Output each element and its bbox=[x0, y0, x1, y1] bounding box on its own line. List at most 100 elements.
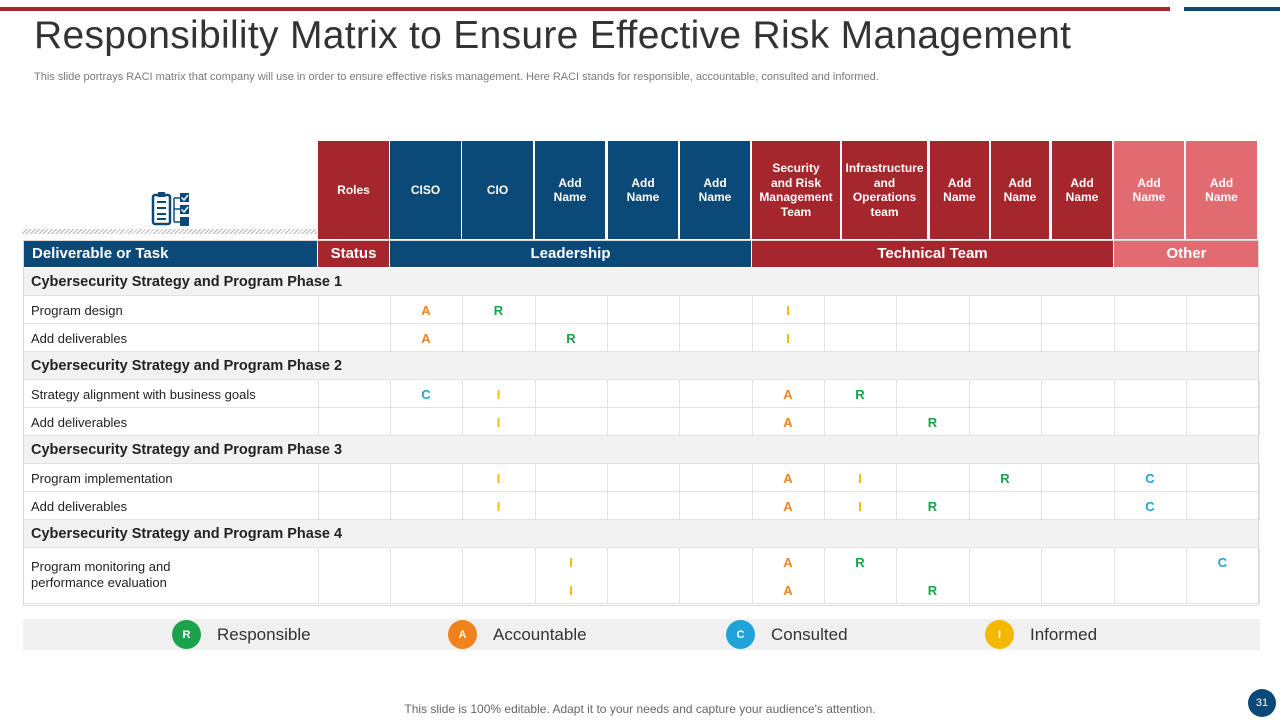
task-label: Add deliverables bbox=[31, 498, 128, 514]
legend-item: R Responsible bbox=[172, 619, 311, 650]
grid-line bbox=[969, 324, 970, 352]
phase-title: Cybersecurity Strategy and Program Phase… bbox=[31, 358, 343, 374]
grid-line bbox=[462, 408, 463, 436]
role-header: Add Name bbox=[1114, 141, 1184, 239]
grid-line bbox=[1259, 380, 1260, 408]
grid-line bbox=[969, 464, 970, 492]
grid-line bbox=[679, 296, 680, 324]
legend-label: Responsible bbox=[217, 624, 311, 644]
top-accent-bar-red bbox=[0, 7, 1170, 11]
task-row bbox=[23, 548, 1259, 576]
grid-line bbox=[462, 380, 463, 408]
grid-line bbox=[1114, 380, 1115, 408]
raci-cell-a: A bbox=[421, 302, 431, 318]
phase-row: Cybersecurity Strategy and Program Phase… bbox=[23, 436, 1259, 464]
task-row: Strategy alignment with business goals bbox=[23, 380, 1259, 408]
clipboard-checklist-icon bbox=[150, 190, 192, 228]
grid-line bbox=[535, 380, 536, 408]
page-title: Responsibility Matrix to Ensure Effectiv… bbox=[34, 14, 1072, 57]
grid-line bbox=[607, 548, 608, 576]
grid-line bbox=[824, 464, 825, 492]
phase-title: Cybersecurity Strategy and Program Phase… bbox=[31, 526, 343, 542]
raci-cell-i: I bbox=[496, 470, 501, 486]
grid-line bbox=[607, 380, 608, 408]
grid-line bbox=[1186, 548, 1187, 576]
grid-line bbox=[390, 296, 391, 324]
grid-line bbox=[535, 296, 536, 324]
legend-item: C Consulted bbox=[726, 619, 848, 650]
phase-title: Cybersecurity Strategy and Program Phase… bbox=[31, 442, 343, 458]
grid-line bbox=[1259, 548, 1260, 576]
grid-line bbox=[752, 576, 753, 604]
grid-line bbox=[969, 548, 970, 576]
raci-cell-i: I bbox=[569, 582, 573, 598]
grid-line bbox=[390, 492, 391, 520]
grid-line bbox=[752, 380, 753, 408]
grid-line bbox=[1186, 408, 1187, 436]
phase-row: Cybersecurity Strategy and Program Phase… bbox=[23, 520, 1259, 548]
grid-line bbox=[1114, 324, 1115, 352]
grid-line bbox=[462, 492, 463, 520]
grid-line bbox=[535, 576, 536, 604]
grid-line bbox=[1186, 380, 1187, 408]
grid-line bbox=[824, 324, 825, 352]
grid-line bbox=[535, 548, 536, 576]
grid-line bbox=[1186, 324, 1187, 352]
grid-line bbox=[679, 408, 680, 436]
grid-line bbox=[1041, 576, 1042, 604]
raci-cell-a: A bbox=[783, 414, 793, 430]
grid-line bbox=[1041, 408, 1042, 436]
grid-line bbox=[1114, 464, 1115, 492]
top-accent-bar-blue bbox=[1184, 7, 1280, 11]
legend-badge: R bbox=[172, 620, 201, 649]
raci-cell-i: I bbox=[569, 554, 573, 570]
task-label: Add deliverables bbox=[31, 330, 128, 346]
grid-line bbox=[390, 380, 391, 408]
grid-line bbox=[896, 576, 897, 604]
page-subtitle: This slide portrays RACI matrix that com… bbox=[34, 71, 879, 83]
grid-line bbox=[1259, 492, 1260, 520]
grid-line bbox=[752, 492, 753, 520]
grid-line bbox=[896, 548, 897, 576]
grid-line bbox=[1259, 296, 1260, 324]
legend: R Responsible A Accountable C Consulted I Infor… bbox=[23, 619, 1260, 650]
grid-line bbox=[969, 492, 970, 520]
grid-line bbox=[462, 576, 463, 604]
raci-cell-a: A bbox=[783, 386, 793, 402]
task-row: Program implementation bbox=[23, 464, 1259, 492]
group-header: Deliverable or Task bbox=[23, 240, 317, 267]
raci-cell-c: C bbox=[1145, 498, 1155, 514]
raci-cell-a: A bbox=[783, 498, 793, 514]
grid-line bbox=[607, 296, 608, 324]
grid-line bbox=[607, 576, 608, 604]
grid-line bbox=[1259, 576, 1260, 604]
raci-cell-a: A bbox=[783, 582, 793, 598]
raci-cell-a: A bbox=[783, 470, 793, 486]
role-header: Add Name bbox=[680, 141, 750, 239]
grid-line bbox=[535, 464, 536, 492]
legend-label: Informed bbox=[1030, 624, 1098, 644]
phase-row: Cybersecurity Strategy and Program Phase… bbox=[23, 268, 1259, 296]
grid-line bbox=[824, 576, 825, 604]
task-row bbox=[23, 576, 1259, 604]
grid-line bbox=[1114, 296, 1115, 324]
grid-line bbox=[607, 408, 608, 436]
grid-line bbox=[318, 464, 319, 492]
legend-label: Accountable bbox=[493, 624, 587, 644]
footer-note: This slide is 100% editable. Adapt it to… bbox=[404, 702, 876, 716]
grid-line bbox=[679, 464, 680, 492]
raci-cell-r: R bbox=[927, 498, 938, 514]
grid-line bbox=[679, 548, 680, 576]
grid-line bbox=[1186, 296, 1187, 324]
roles-header: Roles bbox=[318, 141, 389, 239]
raci-cell-r: R bbox=[927, 414, 938, 430]
phase-row: Cybersecurity Strategy and Program Phase… bbox=[23, 352, 1259, 380]
grid-line bbox=[390, 408, 391, 436]
raci-cell-r: R bbox=[1000, 470, 1010, 486]
grid-line bbox=[824, 296, 825, 324]
task-row: Program design bbox=[23, 296, 1259, 324]
header-hatch-divider bbox=[22, 229, 317, 234]
grid-line bbox=[896, 492, 897, 520]
legend-label: Consulted bbox=[771, 624, 848, 644]
role-header: Add Name bbox=[608, 141, 678, 239]
